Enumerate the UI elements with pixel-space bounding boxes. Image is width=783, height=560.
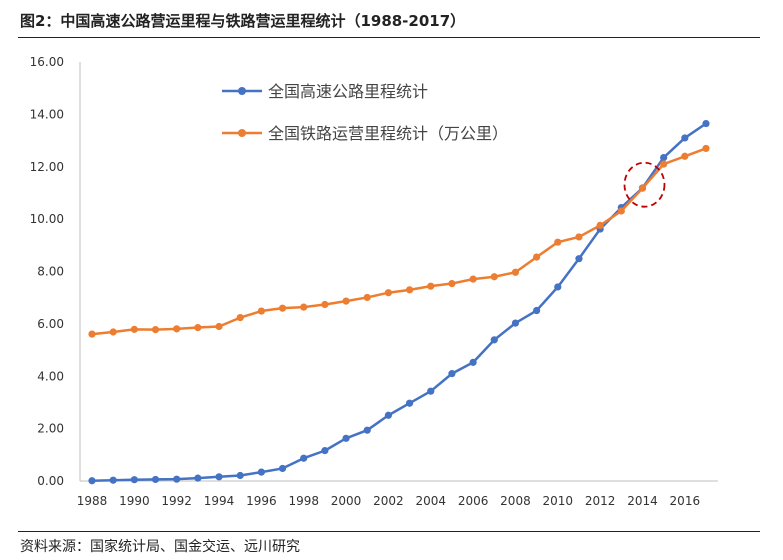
data-point-railway: [215, 322, 223, 331]
data-point-highway: [109, 476, 117, 484]
x-tick-label: 2012: [585, 494, 616, 508]
x-tick-label: 2006: [458, 494, 489, 508]
data-point-railway: [321, 300, 329, 309]
y-tick-label: 2.00: [37, 422, 64, 436]
data-point-highway: [321, 447, 329, 455]
data-point-highway: [278, 464, 287, 473]
data-point-railway: [490, 273, 498, 281]
data-point-highway: [236, 471, 244, 480]
data-point-highway: [554, 283, 562, 291]
chart-title: 图2：中国高速公路营运里程与铁路营运里程统计（1988-2017）: [20, 12, 466, 30]
data-point-highway: [88, 477, 96, 485]
data-point-railway: [236, 313, 244, 322]
data-point-highway: [215, 473, 223, 481]
data-point-railway: [363, 293, 371, 302]
data-point-highway: [448, 370, 456, 378]
y-tick-label: 4.00: [37, 369, 64, 383]
bottom-rule: [18, 531, 760, 532]
data-point-railway: [278, 304, 287, 312]
data-point-highway: [194, 474, 202, 482]
x-tick-label: 1988: [77, 494, 108, 508]
data-point-highway: [575, 255, 583, 263]
x-tick-label: 2016: [670, 494, 701, 508]
data-point-railway: [130, 325, 138, 333]
data-point-highway: [702, 119, 710, 128]
y-tick-label: 0.00: [37, 474, 64, 488]
data-point-railway: [405, 286, 414, 294]
data-point-highway: [151, 475, 160, 484]
y-tick-label: 10.00: [30, 212, 64, 226]
data-point-railway: [257, 307, 265, 315]
source-note: 资料来源：国家统计局、国金交运、远川研究: [20, 539, 300, 555]
data-point-railway: [342, 297, 350, 305]
line-chart: 0.00 2.00 4.00 6.00 8.00 10.00 12.00 14.00 16.00…: [30, 55, 718, 508]
x-tick-label: 2004: [415, 494, 446, 508]
x-tick-label: 2000: [331, 494, 362, 508]
data-point-railway: [660, 160, 668, 168]
legend-swatch-marker: [238, 129, 246, 137]
data-point-railway: [638, 184, 647, 192]
data-point-railway: [151, 326, 160, 334]
data-point-railway: [300, 303, 308, 311]
data-point-railway: [194, 323, 202, 332]
data-point-railway: [702, 144, 710, 153]
x-tick-label: 1998: [288, 494, 319, 508]
y-tick-label: 16.00: [30, 55, 64, 69]
data-point-highway: [173, 475, 181, 483]
x-tick-label: 2010: [543, 494, 574, 508]
data-point-highway: [363, 426, 371, 434]
data-point-railway: [511, 268, 520, 276]
data-point-railway: [575, 233, 583, 241]
x-tick-label: 2014: [627, 494, 658, 508]
data-point-railway: [384, 289, 393, 297]
data-point-highway: [257, 468, 265, 476]
data-point-railway: [109, 328, 117, 336]
x-tick-label: 1994: [204, 494, 235, 508]
data-point-railway: [448, 279, 456, 288]
legend-label: 全国高速公路里程统计: [268, 82, 428, 101]
legend-swatch-marker: [238, 87, 246, 95]
data-point-railway: [469, 275, 477, 283]
data-point-highway: [490, 336, 498, 344]
data-point-railway: [596, 221, 604, 230]
y-tick-label: 14.00: [30, 107, 64, 121]
series-line-railway: [91, 147, 707, 336]
x-tick-label: 1996: [246, 494, 277, 508]
y-tick-label: 8.00: [37, 265, 64, 279]
x-tick-label: 2008: [500, 494, 531, 508]
data-point-highway: [511, 319, 520, 327]
data-point-highway: [384, 411, 393, 419]
data-point-railway: [88, 330, 96, 338]
data-point-highway: [469, 358, 477, 366]
data-point-railway: [554, 238, 562, 246]
legend-label: 全国铁路运营里程统计（万公里）: [268, 124, 508, 143]
data-point-railway: [681, 152, 689, 160]
annotation-circle: [623, 161, 666, 208]
top-rule: [18, 37, 760, 38]
x-tick-label: 2002: [373, 494, 404, 508]
data-point-highway: [130, 476, 138, 484]
y-tick-label: 6.00: [37, 317, 64, 331]
series-line-highway: [91, 122, 707, 482]
x-tick-label: 1992: [161, 494, 192, 508]
data-point-highway: [405, 399, 414, 407]
legend-entry-railway: 全国铁路运营里程统计（万公里）: [222, 124, 508, 143]
data-point-highway: [342, 434, 350, 442]
data-point-highway: [660, 153, 668, 162]
data-point-highway: [300, 454, 308, 462]
legend-entry-highway: 全国高速公路里程统计: [222, 82, 428, 101]
data-point-railway: [533, 253, 541, 261]
x-tick-label: 1990: [119, 494, 150, 508]
y-tick-label: 12.00: [30, 160, 64, 174]
data-point-railway: [617, 207, 625, 215]
data-point-railway: [173, 325, 181, 333]
data-point-highway: [533, 306, 541, 315]
data-point-highway: [427, 387, 435, 395]
data-point-railway: [427, 282, 435, 290]
data-point-highway: [681, 134, 689, 142]
